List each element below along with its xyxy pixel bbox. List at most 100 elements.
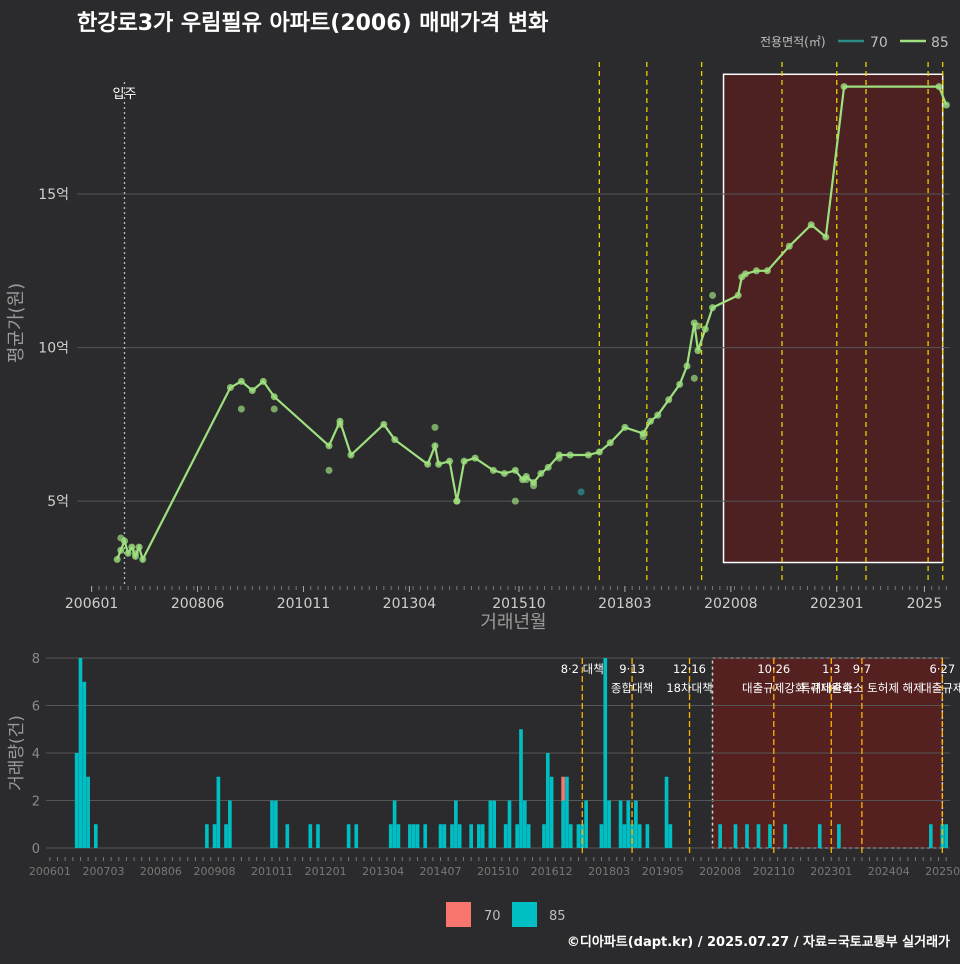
data-point-85 [840, 83, 848, 91]
volume-bar-85 [756, 824, 761, 848]
volume-bar-85 [388, 824, 393, 848]
data-point-85 [595, 448, 603, 456]
volume-bar-85 [469, 824, 474, 848]
volume-bar-85 [718, 824, 722, 848]
volume-plot: 0 2 4 6 8 200601 200703 200806 200908 201011 20120… [7, 652, 960, 878]
data-point-85 [471, 454, 479, 462]
volume-x-tick-label: 201304 [362, 865, 404, 878]
volume-x-tick-label: 202507 [925, 865, 960, 878]
data-point-85 [530, 479, 538, 487]
data-point-85 [511, 466, 519, 474]
legend-bar-85-swatch [512, 902, 537, 927]
volume-bar-85 [940, 824, 945, 848]
volume-y-tick-label: 4 [32, 747, 40, 762]
policy-sublabel: 규제완화 [810, 681, 853, 695]
policy-label: 9·13 [619, 662, 645, 676]
data-point-85 [124, 549, 132, 557]
x-tick-label: 202008 [704, 596, 757, 612]
volume-bar-85 [745, 824, 749, 848]
volume-bar-85 [408, 824, 412, 848]
data-point-85 [646, 417, 654, 425]
price-plot: 5억 10억 15억 200601 200806 201011 201304 201510 20… [6, 62, 950, 633]
data-point-85 [270, 393, 278, 401]
data-point-85 [654, 411, 662, 419]
x-tick-label: 200601 [65, 596, 118, 612]
volume-bar-85 [346, 824, 351, 848]
volume-bar-85 [561, 800, 565, 848]
volume-bar-85 [768, 824, 772, 848]
data-point-85 [709, 304, 717, 312]
data-point-85 [942, 101, 950, 109]
data-point-85 [446, 457, 454, 465]
volume-bar-85 [411, 824, 416, 848]
data-point-85 [500, 469, 508, 477]
volume-bar-85 [576, 824, 581, 848]
volume-bar-85 [668, 824, 673, 848]
volume-bar-85 [477, 824, 481, 848]
volume-bar-85 [228, 800, 232, 848]
volume-bar-70 [561, 776, 565, 801]
volume-x-tick-label: 202404 [868, 865, 910, 878]
volume-bar-85 [507, 800, 512, 848]
scatter-point-85 [690, 374, 698, 382]
policy-label: 9·7 [853, 662, 871, 676]
legend-70-label: 70 [870, 35, 888, 51]
volume-x-tick-label: 200806 [140, 865, 182, 878]
volume-bar-85 [944, 824, 948, 848]
data-point-70 [577, 488, 585, 496]
volume-y-tick-label: 6 [32, 700, 40, 715]
data-point-85 [226, 383, 234, 391]
legend-85-label: 85 [931, 35, 949, 51]
x-tick-label: 202301 [810, 596, 863, 612]
scatter-point-85 [237, 405, 245, 413]
scatter-point-85 [709, 291, 717, 299]
data-point-85 [128, 543, 136, 551]
volume-bar-85 [515, 824, 519, 848]
y-tick-label: 15억 [38, 187, 69, 203]
policy-label: 1·3 [822, 662, 840, 676]
data-point-85 [453, 497, 461, 505]
volume-bar-85 [216, 776, 221, 848]
volume-bar-85 [645, 824, 650, 848]
data-point-85 [639, 430, 647, 438]
data-point-85 [325, 442, 333, 450]
data-point-85 [489, 466, 497, 474]
volume-bar-85 [603, 658, 608, 848]
volume-bar-85 [817, 824, 822, 848]
data-point-85 [935, 83, 943, 91]
volume-bar-85 [454, 800, 458, 848]
data-point-85 [544, 463, 552, 471]
x-tick-label: 201304 [383, 596, 437, 612]
data-point-85 [763, 267, 771, 275]
data-point-85 [665, 396, 673, 404]
volume-bar-85 [622, 824, 627, 848]
volume-bar-85 [837, 824, 841, 848]
legend-bar-70-swatch [446, 902, 471, 927]
x-tick-label: 2025 [907, 596, 943, 612]
scatter-point-85 [431, 423, 439, 431]
data-point-85 [522, 473, 530, 481]
volume-bar-85 [542, 824, 546, 848]
volume-bar-85 [205, 824, 209, 848]
scatter-point-85 [270, 405, 278, 413]
volume-bar-85 [285, 824, 290, 848]
policy-sublabel: 특례대출축소 토허제 해제 [800, 681, 924, 695]
volume-bar-85 [664, 776, 669, 848]
volume-x-tick-label: 202110 [753, 865, 795, 878]
volume-bar-85 [637, 824, 642, 848]
volume-bar-85 [308, 824, 313, 848]
policy-label: 8·2 대책 [561, 662, 604, 676]
volume-x-tick-label: 200601 [29, 865, 71, 878]
data-point-85 [606, 439, 614, 447]
volume-x-tick-label: 201201 [305, 865, 347, 878]
volume-bar-85 [626, 800, 631, 848]
x-tick-label: 201510 [492, 596, 545, 612]
volume-x-tick-label: 200908 [194, 865, 236, 878]
x-axis-title: 거래년월 [480, 612, 546, 633]
data-point-85 [117, 546, 125, 554]
data-point-85 [336, 417, 344, 425]
data-point-85 [701, 325, 709, 333]
data-point-85 [139, 555, 147, 563]
volume-bar-85 [93, 824, 98, 848]
data-point-85 [785, 242, 793, 250]
